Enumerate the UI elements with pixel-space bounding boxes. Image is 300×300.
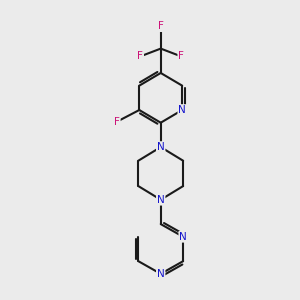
Text: F: F [137,51,143,62]
Text: F: F [178,51,184,62]
Text: N: N [157,142,165,152]
Text: F: F [114,117,120,127]
Text: N: N [178,105,186,115]
Text: N: N [179,232,187,242]
Text: N: N [157,269,165,279]
Text: N: N [157,195,165,205]
Text: F: F [158,21,164,31]
